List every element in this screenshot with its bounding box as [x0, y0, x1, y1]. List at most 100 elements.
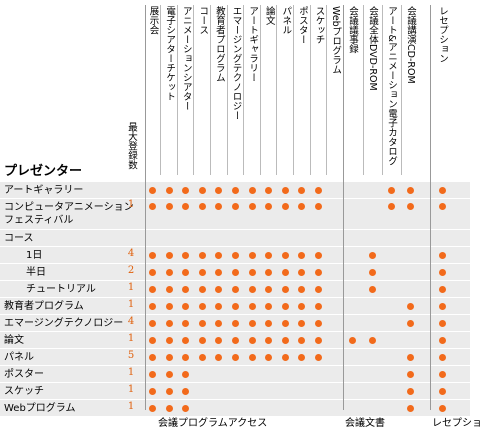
dot [165, 285, 173, 293]
dot [149, 370, 156, 378]
row-label: 1日 [26, 250, 43, 261]
dot [406, 353, 414, 361]
dot [438, 186, 446, 194]
column-divider [326, 5, 328, 175]
dot [406, 404, 414, 412]
column-header: 電子シアターチケット [164, 6, 176, 101]
dot [182, 404, 190, 412]
dot [198, 302, 206, 310]
dot [149, 302, 156, 310]
dot [298, 202, 306, 210]
dot [215, 186, 223, 194]
dot [265, 353, 273, 361]
column-header: スケッチ [313, 6, 325, 44]
count: 2 [127, 265, 135, 276]
column-header: パネル [280, 6, 292, 35]
dot [182, 268, 190, 276]
dot [182, 387, 190, 395]
dot [315, 186, 322, 194]
dot [248, 268, 256, 276]
dot [232, 285, 239, 293]
dot [149, 404, 156, 412]
dot [182, 353, 190, 361]
row-label: コース [4, 233, 34, 244]
dot [368, 251, 376, 259]
dot [315, 285, 322, 293]
column-header: ポスター [296, 6, 308, 44]
dot [406, 370, 414, 378]
dot [198, 336, 206, 344]
dot [165, 302, 173, 310]
dot [165, 202, 173, 210]
dot [149, 387, 156, 395]
dot [348, 336, 356, 344]
column-header: レセプション [437, 6, 448, 63]
dot [149, 251, 156, 259]
row-label: パネル [4, 352, 34, 363]
count: 1 [127, 401, 135, 412]
dot [182, 285, 190, 293]
dot [298, 268, 306, 276]
row-background [0, 230, 470, 246]
dot [248, 353, 256, 361]
row-label: アートギャラリー [4, 185, 84, 196]
dot [265, 302, 273, 310]
dot [248, 186, 256, 194]
row-label: コンピュータアニメーション フェスティバル [4, 202, 134, 226]
row-label: 半日 [26, 267, 46, 278]
row-background [0, 366, 470, 382]
dot [315, 251, 322, 259]
dot [232, 268, 239, 276]
dot [315, 336, 322, 344]
dot [298, 186, 306, 194]
dot [406, 202, 414, 210]
dot [387, 186, 395, 194]
row-background [0, 383, 470, 399]
column-divider [292, 5, 294, 175]
column-header: 展示会 [147, 6, 159, 35]
dot [298, 319, 306, 327]
count: 1 [127, 299, 135, 310]
dot [265, 202, 273, 210]
group-divider [145, 5, 146, 410]
column-divider [259, 5, 261, 175]
dot [438, 353, 446, 361]
column-divider [226, 5, 228, 175]
dot [182, 319, 190, 327]
count: 4 [127, 248, 135, 259]
dot [198, 268, 206, 276]
dot [315, 302, 322, 310]
dot [248, 302, 256, 310]
dot [298, 285, 306, 293]
dot [406, 186, 414, 194]
column-header: アニメーションシアター [180, 6, 192, 111]
column-header: 会議議事録 [347, 6, 358, 54]
dot [387, 202, 395, 210]
group-label: レセプション [432, 418, 483, 429]
group-label: 会議プログラムアクセス [158, 418, 268, 429]
column-divider [193, 5, 195, 175]
column-header: 会議全体DVD-ROM [367, 6, 378, 91]
dot [165, 370, 173, 378]
dot [438, 251, 446, 259]
row-label: 教育者プログラム [4, 301, 84, 312]
count-header: 最大登録数 [126, 122, 137, 170]
dot [232, 202, 239, 210]
count: 1 [127, 199, 135, 210]
column-header: Webプログラム [330, 6, 342, 75]
dot [232, 302, 239, 310]
dot [232, 353, 239, 361]
dot [248, 319, 256, 327]
dot [232, 336, 239, 344]
dot [149, 186, 156, 194]
dot [438, 302, 446, 310]
dot [438, 370, 446, 378]
count: 4 [127, 316, 135, 327]
count: 1 [127, 282, 135, 293]
column-divider [309, 5, 311, 175]
dot [248, 285, 256, 293]
dot [406, 319, 414, 327]
dot [281, 268, 289, 276]
dot [298, 251, 306, 259]
